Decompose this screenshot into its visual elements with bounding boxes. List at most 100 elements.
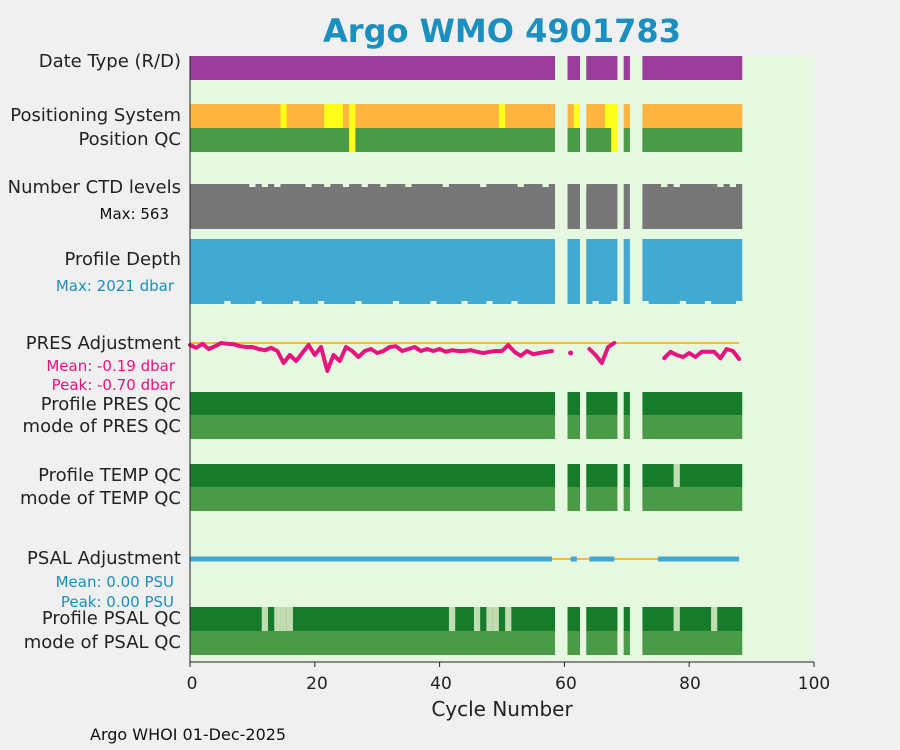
profile-depth-notch-17: [292, 301, 300, 304]
positioning-system-highlight-50: [498, 104, 506, 128]
profile-depth-notch-33: [392, 301, 400, 304]
profile-temp-qc-segment-0: [190, 464, 556, 487]
mode-temp-qc-segment-2: [586, 487, 618, 511]
profile-psal-qc-flag-84: [711, 607, 718, 631]
profile-psal-qc-segment-4: [642, 607, 743, 631]
profile-depth-notch-44: [461, 301, 468, 304]
profile-temp-qc-segment-2: [586, 464, 618, 487]
ctd-levels-notch-10: [249, 184, 256, 187]
mode-psal-qc-segment-3: [623, 631, 630, 655]
positioning-system-highlight-15: [280, 104, 287, 128]
ctd-levels-segment-3: [623, 184, 630, 229]
profile-depth-notch-83: [704, 301, 712, 304]
x-tick-label-60: 60: [555, 674, 577, 694]
positioning-system-highlight-67: [604, 104, 612, 128]
positioning-system-highlight-68: [611, 104, 618, 128]
date-type-segment-3: [623, 56, 630, 80]
x-tick-label-0: 0: [186, 674, 198, 694]
profile-depth-notch-65: [592, 301, 599, 304]
mode-psal-qc-segment-1: [567, 631, 580, 655]
position-qc-segment-0: [190, 128, 556, 152]
pres-adjustment-peak: Peak: -0.70 dbar: [51, 376, 175, 394]
ctd-levels-notch-31: [380, 184, 387, 187]
chart-title: Argo WMO 4901783: [323, 12, 681, 50]
date-type-segment-1: [567, 56, 580, 80]
profile-depth-notch-39: [430, 301, 437, 304]
profile-pres-qc-segment-1: [567, 392, 580, 415]
row-label-profile-depth: Profile Depth: [64, 249, 181, 270]
profile-depth-segment-3: [623, 239, 630, 304]
date-type-segment-4: [642, 56, 743, 80]
profile-depth-notch-52: [511, 301, 518, 304]
profile-psal-qc-flag-42: [448, 607, 456, 631]
x-tick-label-20: 20: [306, 674, 328, 694]
row-label-date-type: Date Type (R/D): [38, 51, 181, 72]
profile-psal-qc-segment-3: [623, 607, 630, 631]
mode-psal-qc-segment-0: [190, 631, 556, 655]
mode-pres-qc-segment-2: [586, 415, 618, 439]
row-label-positioning-system: Positioning System: [10, 105, 181, 126]
mode-temp-qc-segment-3: [623, 487, 630, 511]
ctd-levels-notch-35: [405, 184, 412, 187]
ctd-levels-segment-1: [567, 184, 580, 229]
ctd-levels-notch-47: [480, 184, 487, 187]
ctd-levels-notch-28: [361, 184, 368, 187]
ctd-levels-notch-85: [717, 184, 724, 187]
mode-temp-qc-segment-0: [190, 487, 556, 511]
mode-pres-qc-segment-3: [623, 415, 630, 439]
profile-depth-notch-68: [611, 301, 618, 304]
mode-temp-qc-segment-4: [642, 487, 743, 511]
mode-psal-qc-segment-4: [642, 631, 743, 655]
profile-depth-notch-6: [224, 301, 231, 304]
positioning-system-highlight-62: [573, 104, 580, 128]
positioning-system-highlight-26: [349, 104, 356, 128]
profile-psal-qc-flag-49: [492, 607, 499, 631]
profile-depth-segment-1: [567, 239, 580, 304]
ctd-levels-segment-2: [586, 184, 618, 229]
ctd-levels-segment-0: [190, 184, 556, 229]
position-qc-highlight-68: [611, 128, 618, 152]
profile-pres-qc-segment-0: [190, 392, 556, 415]
pres-adjustment-mean: Mean: -0.19 dbar: [46, 357, 175, 375]
ctd-levels-max: Max: 563: [99, 205, 169, 223]
ctd-levels-notch-76: [661, 184, 668, 187]
position-qc-segment-3: [623, 128, 630, 152]
profile-depth-segment-2: [586, 239, 618, 304]
positioning-system-highlight-22: [324, 104, 331, 128]
ctd-levels-notch-22: [324, 184, 331, 187]
profile-depth-notch-88: [736, 301, 743, 304]
profile-psal-qc-flag-78: [673, 607, 680, 631]
ctd-levels-notch-53: [517, 184, 524, 187]
ctd-levels-notch-12: [261, 184, 268, 187]
row-label-ctd-levels: Number CTD levels: [7, 177, 181, 198]
ctd-levels-notch-19: [305, 184, 312, 187]
row-label-profile-psal-qc: Profile PSAL QC: [41, 608, 181, 629]
mode-pres-qc-segment-4: [642, 415, 743, 439]
profile-psal-qc-segment-0: [190, 607, 556, 631]
position-qc-segment-1: [567, 128, 580, 152]
pres-adjustment-line-3: [662, 347, 742, 361]
profile-psal-qc-flag-51: [505, 607, 512, 631]
row-label-pres-adjustment: PRES Adjustment: [25, 333, 181, 354]
profile-pres-qc-segment-4: [642, 392, 743, 415]
profile-temp-qc-segment-3: [623, 464, 630, 487]
profile-temp-qc-segment-4: [642, 464, 743, 487]
row-label-profile-temp-qc: Profile TEMP QC: [38, 465, 181, 486]
ctd-levels-notch-14: [274, 184, 281, 187]
profile-depth-notch-59: [555, 301, 562, 304]
profile-psal-qc-flag-16: [286, 607, 293, 631]
ctd-levels-notch-25: [342, 184, 350, 187]
psal-adjustment-mean: Mean: 0.00 PSU: [55, 573, 174, 591]
pres-adjustment-line-2: [587, 341, 617, 365]
positioning-system-highlight-24: [336, 104, 343, 128]
row-label-mode-psal-qc: mode of PSAL QC: [23, 632, 181, 653]
profile-psal-qc-flag-15: [280, 607, 287, 631]
footer-text: Argo WHOI 01-Dec-2025: [90, 725, 287, 744]
row-label-mode-temp-qc: mode of TEMP QC: [19, 488, 181, 509]
ctd-levels-notch-78: [673, 184, 680, 187]
profile-depth-notch-21: [317, 301, 325, 304]
profile-depth-notch-79: [679, 301, 687, 304]
mode-psal-qc-segment-2: [586, 631, 618, 655]
ctd-levels-notch-72: [636, 184, 643, 187]
